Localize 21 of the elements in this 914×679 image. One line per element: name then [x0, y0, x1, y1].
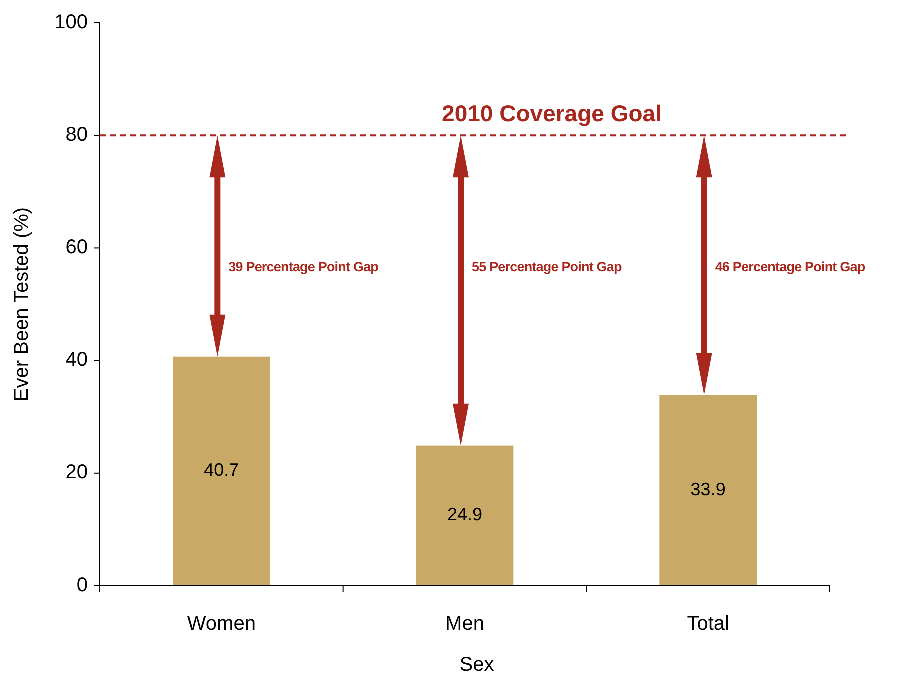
ref-line-label: 2010 Coverage Goal — [442, 100, 662, 127]
annotation: 55 Percentage Point Gap — [472, 260, 622, 275]
data-label: 24.9 — [447, 504, 483, 525]
y-tick-label: 80 — [66, 124, 88, 146]
y-tick-label: 0 — [76, 574, 88, 596]
annotation: 46 Percentage Point Gap — [715, 260, 866, 275]
x-axis-title: Sex — [460, 654, 494, 676]
bar — [660, 395, 757, 586]
x-tick-label: Men — [446, 613, 484, 635]
x-tick-label: Total — [687, 613, 730, 635]
y-tick-label: 20 — [66, 462, 88, 484]
data-label: 33.9 — [690, 479, 726, 500]
y-tick-label: 60 — [66, 236, 88, 258]
x-tick-label: Women — [187, 613, 256, 635]
y-axis-title: Ever Been Tested (%) — [11, 207, 33, 402]
y-tick-label: 100 — [54, 11, 88, 34]
annotation: 39 Percentage Point Gap — [228, 260, 379, 275]
bar — [173, 356, 270, 586]
bar — [416, 446, 514, 586]
y-tick-label: 40 — [66, 349, 88, 372]
data-label: 40.7 — [204, 460, 240, 480]
